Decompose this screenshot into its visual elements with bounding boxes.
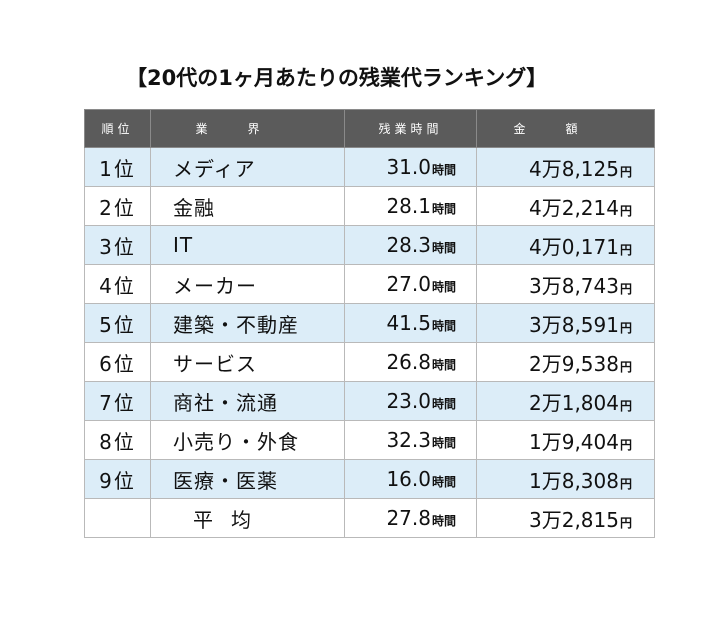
page-title: 【20代の1ヶ月あたりの残業代ランキング】 bbox=[126, 66, 548, 90]
table-row: 7位 商社・流通 23.0時間 2万1,804円 bbox=[84, 381, 655, 421]
yen-unit: 円 bbox=[619, 359, 632, 374]
amount-cell: 3万8,591円 bbox=[476, 303, 655, 343]
rank-cell: 9位 bbox=[84, 459, 151, 499]
industry-cell: メーカー bbox=[150, 264, 345, 304]
amount-value: 3万2,815 bbox=[529, 507, 619, 532]
header-industry: 業界 bbox=[150, 109, 345, 148]
amount-cell: 4万0,171円 bbox=[476, 225, 655, 265]
industry-cell: サービス bbox=[150, 342, 345, 382]
hours-cell: 28.1時間 bbox=[344, 186, 477, 226]
hours-value: 41.5 bbox=[386, 311, 431, 335]
hours-unit: 時間 bbox=[431, 475, 456, 489]
industry-cell: 小売り・外食 bbox=[150, 420, 345, 460]
yen-unit: 円 bbox=[619, 437, 632, 452]
header-rank: 順位 bbox=[84, 109, 151, 148]
hours-value: 28.1 bbox=[386, 194, 431, 218]
hours-unit: 時間 bbox=[431, 202, 456, 216]
industry-cell: メディア bbox=[150, 147, 345, 187]
hours-cell: 23.0時間 bbox=[344, 381, 477, 421]
header-overtime: 残業時間 bbox=[344, 109, 477, 148]
rank-cell: 6位 bbox=[84, 342, 151, 382]
yen-unit: 円 bbox=[619, 515, 632, 530]
yen-unit: 円 bbox=[619, 320, 632, 335]
hours-cell: 26.8時間 bbox=[344, 342, 477, 382]
hours-cell: 32.3時間 bbox=[344, 420, 477, 460]
yen-unit: 円 bbox=[619, 476, 632, 491]
hours-cell: 41.5時間 bbox=[344, 303, 477, 343]
average-row: 平均 27.8時間 3万2,815円 bbox=[84, 498, 655, 538]
amount-cell: 1万8,308円 bbox=[476, 459, 655, 499]
hours-cell: 27.0時間 bbox=[344, 264, 477, 304]
table-row: 6位 サービス 26.8時間 2万9,538円 bbox=[84, 342, 655, 382]
rank-cell: 4位 bbox=[84, 264, 151, 304]
hours-cell: 27.8時間 bbox=[344, 498, 477, 538]
hours-value: 31.0 bbox=[386, 155, 431, 179]
rank-cell: 1位 bbox=[84, 147, 151, 187]
industry-cell: 商社・流通 bbox=[150, 381, 345, 421]
amount-value: 3万8,591 bbox=[529, 312, 619, 337]
yen-unit: 円 bbox=[619, 242, 632, 257]
table-row: 1位 メディア 31.0時間 4万8,125円 bbox=[84, 147, 655, 187]
table-row: 2位 金融 28.1時間 4万2,214円 bbox=[84, 186, 655, 226]
amount-value: 4万0,171 bbox=[529, 234, 619, 259]
hours-value: 28.3 bbox=[386, 233, 431, 257]
hours-value: 32.3 bbox=[386, 428, 431, 452]
hours-cell: 28.3時間 bbox=[344, 225, 477, 265]
header-row: 順位 業界 残業時間 金額 bbox=[84, 109, 655, 148]
hours-value: 16.0 bbox=[386, 467, 431, 491]
rank-cell: 7位 bbox=[84, 381, 151, 421]
industry-cell: 金融 bbox=[150, 186, 345, 226]
amount-value: 3万8,743 bbox=[529, 273, 619, 298]
rank-cell: 2位 bbox=[84, 186, 151, 226]
amount-cell: 3万2,815円 bbox=[476, 498, 655, 538]
table-row: 3位 IT 28.3時間 4万0,171円 bbox=[84, 225, 655, 265]
hours-unit: 時間 bbox=[431, 241, 456, 255]
yen-unit: 円 bbox=[619, 164, 632, 179]
industry-cell: 医療・医薬 bbox=[150, 459, 345, 499]
header-amount: 金額 bbox=[476, 109, 655, 148]
amount-cell: 4万2,214円 bbox=[476, 186, 655, 226]
table-row: 8位 小売り・外食 32.3時間 1万9,404円 bbox=[84, 420, 655, 460]
amount-value: 1万9,404 bbox=[529, 429, 619, 454]
amount-cell: 3万8,743円 bbox=[476, 264, 655, 304]
empty-rank-cell bbox=[84, 498, 151, 538]
industry-cell: 建築・不動産 bbox=[150, 303, 345, 343]
hours-value: 27.8 bbox=[386, 506, 431, 530]
hours-unit: 時間 bbox=[431, 436, 456, 450]
hours-unit: 時間 bbox=[431, 280, 456, 294]
hours-cell: 31.0時間 bbox=[344, 147, 477, 187]
ranking-table: 順位 業界 残業時間 金額 1位 メディア 31.0時間 4万8,125円 2位… bbox=[84, 109, 655, 538]
rank-cell: 5位 bbox=[84, 303, 151, 343]
amount-value: 2万9,538 bbox=[529, 351, 619, 376]
amount-value: 4万2,214 bbox=[529, 195, 619, 220]
yen-unit: 円 bbox=[619, 281, 632, 296]
average-label: 平均 bbox=[150, 498, 345, 538]
hours-unit: 時間 bbox=[431, 319, 456, 333]
table-row: 4位 メーカー 27.0時間 3万8,743円 bbox=[84, 264, 655, 304]
amount-value: 1万8,308 bbox=[529, 468, 619, 493]
hours-unit: 時間 bbox=[431, 514, 456, 528]
amount-value: 4万8,125 bbox=[529, 156, 619, 181]
amount-value: 2万1,804 bbox=[529, 390, 619, 415]
amount-cell: 1万9,404円 bbox=[476, 420, 655, 460]
hours-unit: 時間 bbox=[431, 358, 456, 372]
hours-value: 27.0 bbox=[386, 272, 431, 296]
yen-unit: 円 bbox=[619, 398, 632, 413]
rank-cell: 3位 bbox=[84, 225, 151, 265]
hours-cell: 16.0時間 bbox=[344, 459, 477, 499]
yen-unit: 円 bbox=[619, 203, 632, 218]
amount-cell: 2万1,804円 bbox=[476, 381, 655, 421]
amount-cell: 2万9,538円 bbox=[476, 342, 655, 382]
hours-value: 26.8 bbox=[386, 350, 431, 374]
amount-cell: 4万8,125円 bbox=[476, 147, 655, 187]
hours-unit: 時間 bbox=[431, 397, 456, 411]
industry-cell: IT bbox=[150, 225, 345, 265]
table-row: 5位 建築・不動産 41.5時間 3万8,591円 bbox=[84, 303, 655, 343]
hours-value: 23.0 bbox=[386, 389, 431, 413]
hours-unit: 時間 bbox=[431, 163, 456, 177]
rank-cell: 8位 bbox=[84, 420, 151, 460]
table-row: 9位 医療・医薬 16.0時間 1万8,308円 bbox=[84, 459, 655, 499]
